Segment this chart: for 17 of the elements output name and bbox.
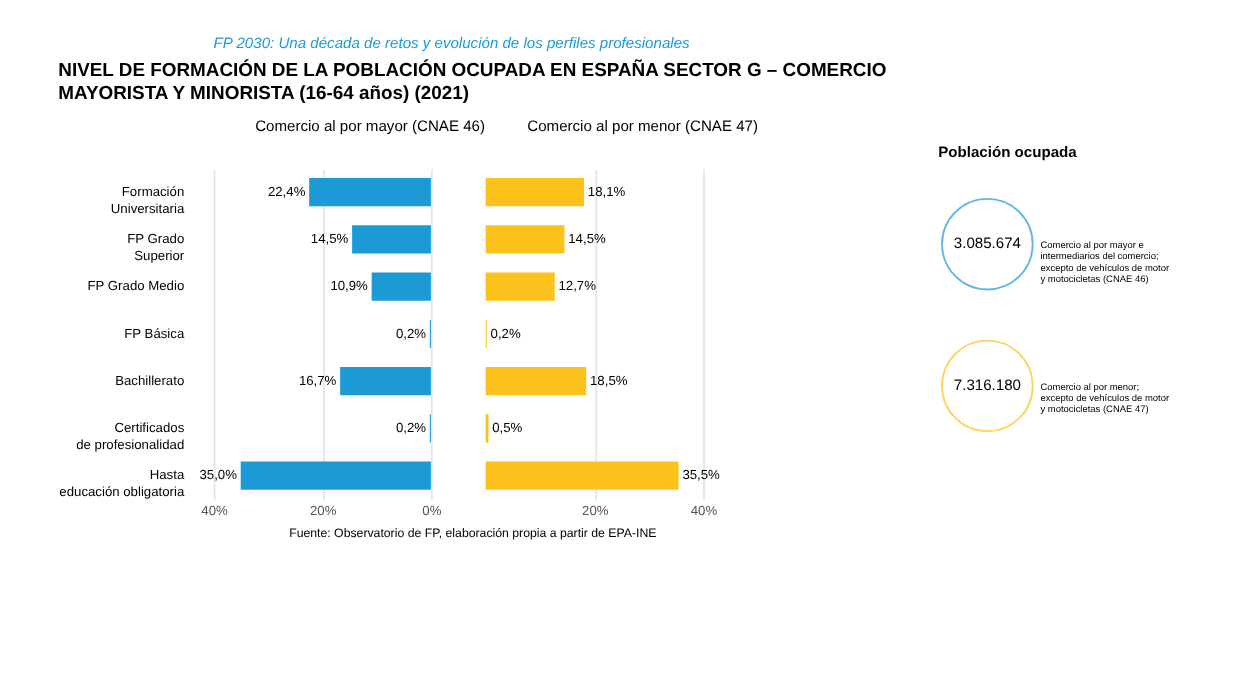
bar [485, 178, 585, 207]
text: NIVEL DE FORMACIÓN DE LA POBLACIÓN OCUPADA EN ESPAÑA SECTOR G – COMERCIO MAYORISTA Y MINORISTA (16-64 años) (2021) [58, 57, 887, 105]
bar [309, 178, 431, 207]
bar [485, 272, 555, 301]
text: Comercio al por menor (CNAE 47) [527, 116, 759, 135]
text: 7.316.180 [953, 375, 1021, 394]
bar [240, 461, 431, 490]
text: Comercio al por mayor (CNAE 46) [255, 116, 486, 135]
text: 3.085.674 [953, 233, 1021, 252]
bar [485, 225, 565, 254]
bar [352, 225, 431, 254]
bar [485, 461, 679, 490]
bar [485, 366, 587, 396]
bar [340, 366, 431, 396]
bar [371, 272, 431, 301]
text: Población ocupada [938, 143, 1079, 162]
text: FP 2030: Una década de retos y evolución de los perfiles profesionales [213, 33, 691, 52]
